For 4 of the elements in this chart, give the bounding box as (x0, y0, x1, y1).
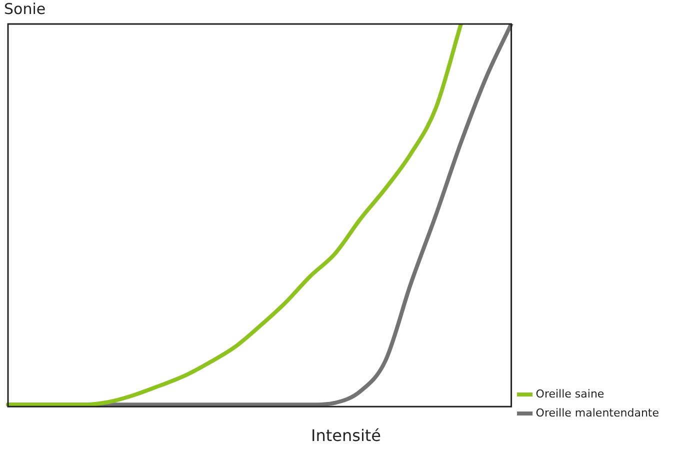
legend-label: Oreille malentendante (536, 406, 660, 420)
legend-label: Oreille saine (536, 387, 604, 400)
x-axis-title: Intensité (310, 426, 381, 445)
y-axis-title: Sonie (4, 0, 46, 18)
